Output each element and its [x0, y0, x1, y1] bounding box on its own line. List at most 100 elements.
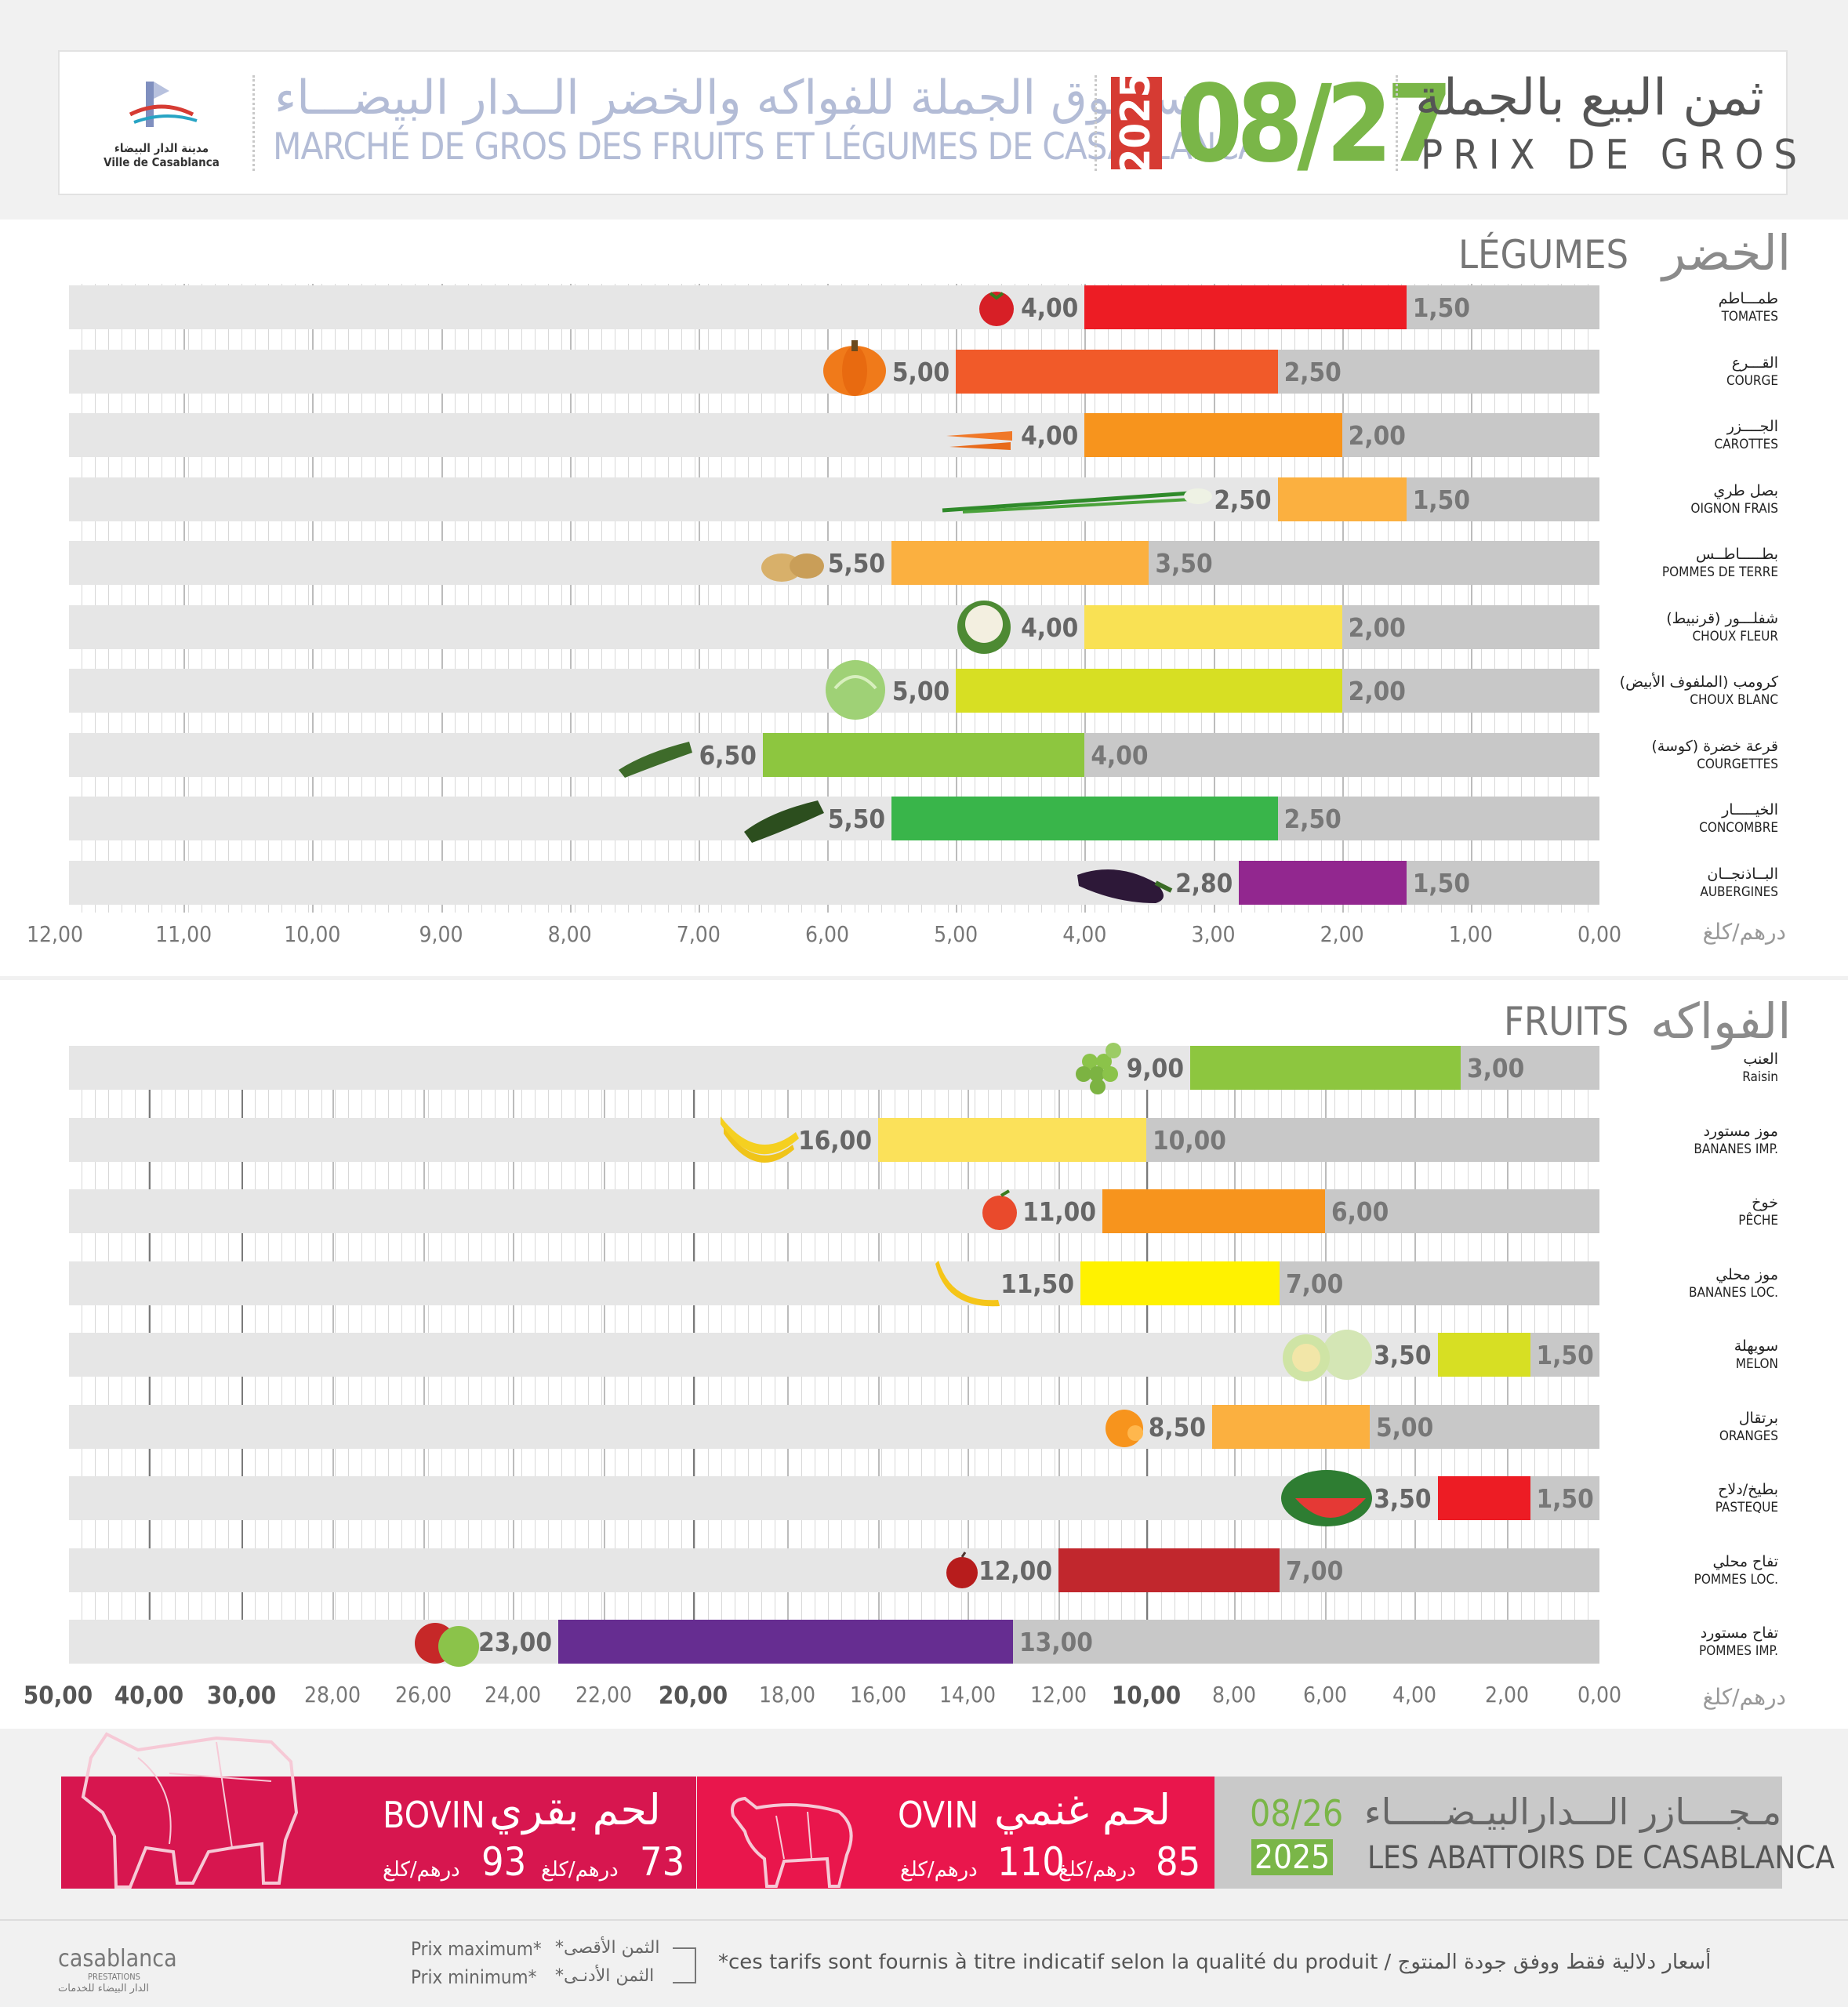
category-label-ar: خوخ: [1752, 1194, 1778, 1211]
bar-price-range: [1437, 1333, 1530, 1377]
category-label-fr: COURGE: [1726, 372, 1778, 389]
tomato-icon: [973, 284, 1020, 331]
brand-ar: الدار البيضاء للخدمات: [58, 1983, 149, 1994]
max-price-label: 2,80: [1175, 867, 1233, 898]
min-price-label: 7,00: [1286, 1268, 1344, 1299]
legumes-title-ar: الخضر: [1662, 224, 1792, 281]
pumpkin-icon: [819, 336, 891, 408]
bovin-unit: درهم/كلغ: [383, 1858, 460, 1882]
category-label-fr: OIGNON FRAIS: [1690, 500, 1778, 517]
x-tick-label: 8,00: [1211, 1682, 1257, 1708]
market-title-ar: ســـوق الجملة للفواكه والخضر الــدار الب…: [274, 71, 1193, 125]
x-tick-label: 50,00: [23, 1682, 93, 1710]
category-label-fr: MELON: [1735, 1356, 1778, 1372]
prix-title-fr: PRIX DE GROS: [1421, 132, 1808, 179]
x-tick-label: 28,00: [303, 1682, 361, 1708]
abattoirs-year: 2025: [1251, 1839, 1334, 1875]
header-separator: [1095, 75, 1097, 171]
header-separator: [252, 75, 255, 171]
price-date: 08/27: [1176, 63, 1453, 187]
bar-min-range: [1277, 797, 1599, 840]
grid-line: [956, 284, 958, 913]
category-label-fr: POMMES IMP.: [1698, 1643, 1778, 1659]
grid-line: [1342, 284, 1344, 913]
abattoirs-title-fr: LES ABATTOIRS DE CASABLANCA: [1367, 1840, 1835, 1876]
x-tick-label: 1,00: [1448, 921, 1493, 947]
x-tick-label: 24,00: [484, 1682, 542, 1708]
casablanca-prestations-logo: casablanca: [58, 1945, 177, 1973]
category-label-fr: AUBERGINES: [1700, 884, 1778, 900]
category-label-fr: POMMES DE TERRE: [1661, 564, 1778, 580]
banana-bunch-icon: [717, 1101, 801, 1179]
max-price-label: 4,00: [1021, 420, 1079, 451]
bar-price-range: [1277, 477, 1407, 521]
bar-price-range: [956, 669, 1342, 713]
bar-min-range: [1406, 860, 1599, 905]
bar-min-range: [1530, 1476, 1599, 1520]
x-tick-label: 14,00: [939, 1682, 997, 1708]
category-label-ar: طمـــاطم: [1718, 290, 1778, 307]
bovin-price-max: 93: [481, 1839, 527, 1885]
header-box: [58, 50, 1788, 195]
bar-price-range: [878, 1117, 1146, 1162]
bar-price-range: [956, 349, 1278, 394]
category-label-fr: PÊCHE: [1738, 1213, 1778, 1229]
prix-max-fr: Prix maximum*: [411, 1938, 542, 1960]
bar-min-range: [1325, 1189, 1599, 1233]
bar-price-range: [558, 1620, 1013, 1664]
x-tick-label: 2,00: [1320, 921, 1364, 947]
bar-min-range: [1280, 1548, 1599, 1592]
bar-min-range: [1530, 1333, 1599, 1377]
max-price-label: 4,00: [1021, 612, 1079, 643]
category-label-fr: CAROTTES: [1714, 437, 1778, 452]
min-price-label: 1,50: [1536, 1483, 1594, 1514]
eggplant-icon: [1069, 859, 1175, 906]
min-price-label: 6,00: [1331, 1196, 1389, 1227]
min-price-label: 10,00: [1153, 1124, 1226, 1156]
category-label-ar: بطـــــاطــس: [1696, 546, 1778, 563]
bar-min-range: [1461, 1046, 1599, 1090]
x-tick-label: 40,00: [114, 1682, 184, 1710]
max-price-label: 4,00: [1021, 292, 1079, 323]
bar-price-range: [1437, 1476, 1530, 1520]
max-price-label: 9,00: [1126, 1053, 1184, 1083]
x-tick-label: 9,00: [419, 921, 463, 947]
grid-line: [441, 284, 443, 913]
orange-icon: [1101, 1403, 1148, 1450]
bar-price-range: [1084, 413, 1342, 457]
bar-min-range: [1149, 541, 1599, 585]
x-tick-label: 4,00: [1392, 1682, 1437, 1708]
x-axis-unit: درهم/كلغ: [1702, 1684, 1786, 1710]
cucumber-icon: [739, 791, 827, 846]
bar-price-range: [762, 732, 1085, 777]
category-label-fr: COURGETTES: [1697, 756, 1778, 772]
grid-line: [569, 284, 572, 913]
max-price-label: 16,00: [798, 1124, 872, 1156]
logo-ar-text: مدينة الدار البيضاء: [114, 141, 209, 155]
bar-price-range: [1084, 604, 1342, 649]
category-label-ar: برتقال: [1738, 1409, 1778, 1427]
min-price-label: 3,50: [1155, 548, 1213, 579]
bar-min-range: [1370, 1404, 1599, 1449]
min-price-label: 3,00: [1467, 1053, 1525, 1083]
category-label-fr: CHOUX BLANC: [1690, 692, 1778, 708]
bovin-label-ar: لحم بقري: [489, 1785, 661, 1835]
x-tick-label: 4,00: [1062, 921, 1107, 947]
bar-price-range: [891, 541, 1149, 585]
footer-bracket: [673, 1947, 696, 1983]
min-price-label: 1,50: [1536, 1340, 1594, 1370]
category-label-fr: PASTEQUE: [1715, 1500, 1778, 1515]
category-label-ar: الجــــزر: [1726, 418, 1778, 435]
prix-min-ar: *الثمن الأدنـى: [555, 1966, 655, 1986]
max-price-label: 2,50: [1214, 484, 1272, 515]
min-price-label: 13,00: [1019, 1627, 1093, 1657]
min-price-label: 2,50: [1283, 804, 1342, 834]
fruits-title-fr: FRUITS: [1504, 999, 1629, 1044]
min-price-label: 5,00: [1376, 1411, 1434, 1443]
ovin-band: [697, 1777, 1214, 1889]
x-tick-label: 30,00: [206, 1682, 277, 1710]
bovin-unit: درهم/كلغ: [541, 1858, 619, 1882]
x-tick-label: 6,00: [804, 921, 850, 947]
bar-min-range: [1342, 413, 1599, 457]
ovin-label-fr: OVIN: [898, 1794, 979, 1836]
